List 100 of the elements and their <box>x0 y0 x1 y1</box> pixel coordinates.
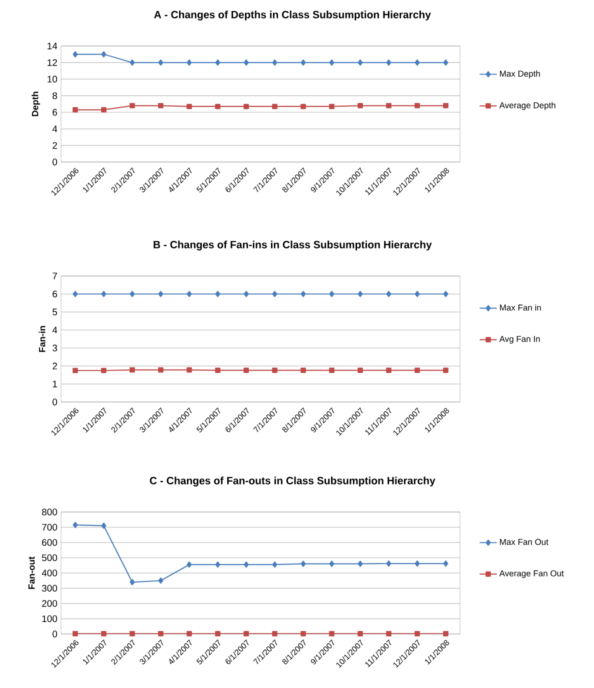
point <box>72 368 78 374</box>
point <box>443 560 448 567</box>
y-tick-label: 0 <box>52 158 58 166</box>
point <box>329 290 334 298</box>
point <box>358 290 363 298</box>
point <box>358 103 363 108</box>
point <box>101 107 106 112</box>
point <box>329 560 334 567</box>
point <box>300 290 306 298</box>
y-tick-label: 3 <box>52 344 58 352</box>
point <box>414 59 420 66</box>
point <box>386 103 392 108</box>
y-axis-title: Fan-out <box>28 556 35 589</box>
point <box>272 561 278 568</box>
point <box>101 631 106 636</box>
point <box>186 561 192 568</box>
y-tick-label: 0 <box>52 398 58 406</box>
y-tick-label: 7 <box>52 272 57 280</box>
point <box>300 560 306 567</box>
point <box>244 59 249 66</box>
y-tick-label: 1 <box>52 380 57 388</box>
point <box>272 104 278 110</box>
point <box>329 368 334 373</box>
point <box>272 631 278 636</box>
point <box>386 290 392 298</box>
point <box>386 560 392 567</box>
point <box>215 104 220 110</box>
legend-label: Max Fan Out <box>500 538 548 545</box>
point <box>386 631 392 636</box>
point <box>443 368 448 373</box>
point <box>414 560 420 567</box>
point <box>215 290 220 298</box>
y-tick-label: 4 <box>52 126 58 132</box>
legend-label: Average Fan Out <box>499 570 564 578</box>
point <box>158 367 164 373</box>
y-tick-label: 6 <box>52 108 58 116</box>
y-tick-label: 6 <box>52 290 58 298</box>
chart-title: C - Changes of Fan-outs in Class Subsumption Hierarchy <box>150 476 436 486</box>
point <box>186 104 192 110</box>
point <box>130 59 135 66</box>
y-tick-label: 12 <box>48 59 57 66</box>
point <box>272 368 278 373</box>
point <box>414 368 420 373</box>
point <box>101 51 106 58</box>
point <box>101 522 106 529</box>
y-tick-label: 5 <box>52 308 58 316</box>
point <box>158 59 164 66</box>
y-tick-label: 200 <box>42 600 58 607</box>
point <box>443 290 448 298</box>
point <box>300 368 306 373</box>
point <box>186 59 192 66</box>
point <box>272 59 278 66</box>
point <box>244 290 249 298</box>
point <box>272 290 278 298</box>
y-tick-label: 500 <box>42 554 58 562</box>
chart-title: B - Changes of Fan-ins in Class Subsumption Hierarchy <box>154 240 432 250</box>
point <box>158 631 164 636</box>
legend-label: Max Depth <box>500 70 540 78</box>
point <box>186 631 192 636</box>
y-tick-label: 300 <box>42 584 58 592</box>
y-tick-label: 10 <box>48 76 58 83</box>
y-axis-title: Fan-in <box>38 326 46 352</box>
point <box>414 103 420 108</box>
point <box>386 368 392 373</box>
point <box>130 367 135 373</box>
point <box>186 290 192 298</box>
point <box>329 59 334 66</box>
y-tick-label: 800 <box>42 508 58 516</box>
point <box>72 631 78 636</box>
y-tick-label: 0 <box>52 630 58 638</box>
point <box>244 561 249 568</box>
point <box>158 103 164 108</box>
point <box>215 59 220 66</box>
y-tick-label: 14 <box>48 42 58 50</box>
point <box>130 290 135 298</box>
legend-label: Average Depth <box>499 102 556 110</box>
y-tick-label: 600 <box>42 539 58 546</box>
legend-label: Avg Fan In <box>499 336 540 344</box>
y-tick-label: 2 <box>52 362 57 370</box>
point <box>358 560 363 567</box>
y-tick-label: 2 <box>52 142 57 149</box>
point <box>101 290 106 298</box>
point <box>130 578 135 586</box>
point <box>130 103 135 108</box>
point <box>186 367 192 373</box>
y-tick-label: 4 <box>52 326 58 334</box>
point <box>72 522 78 528</box>
y-axis-title: Depth <box>32 92 40 116</box>
chart-title: A - Changes of Depths in Class Subsumption Hierarchy <box>154 10 431 20</box>
point <box>130 631 135 636</box>
point <box>414 631 420 636</box>
point <box>443 59 448 66</box>
y-tick-label: 700 <box>42 524 58 531</box>
point <box>329 631 334 636</box>
point <box>158 577 164 584</box>
point <box>72 290 78 298</box>
point <box>215 631 220 636</box>
point <box>300 59 306 66</box>
point <box>358 59 363 66</box>
point <box>158 290 164 298</box>
